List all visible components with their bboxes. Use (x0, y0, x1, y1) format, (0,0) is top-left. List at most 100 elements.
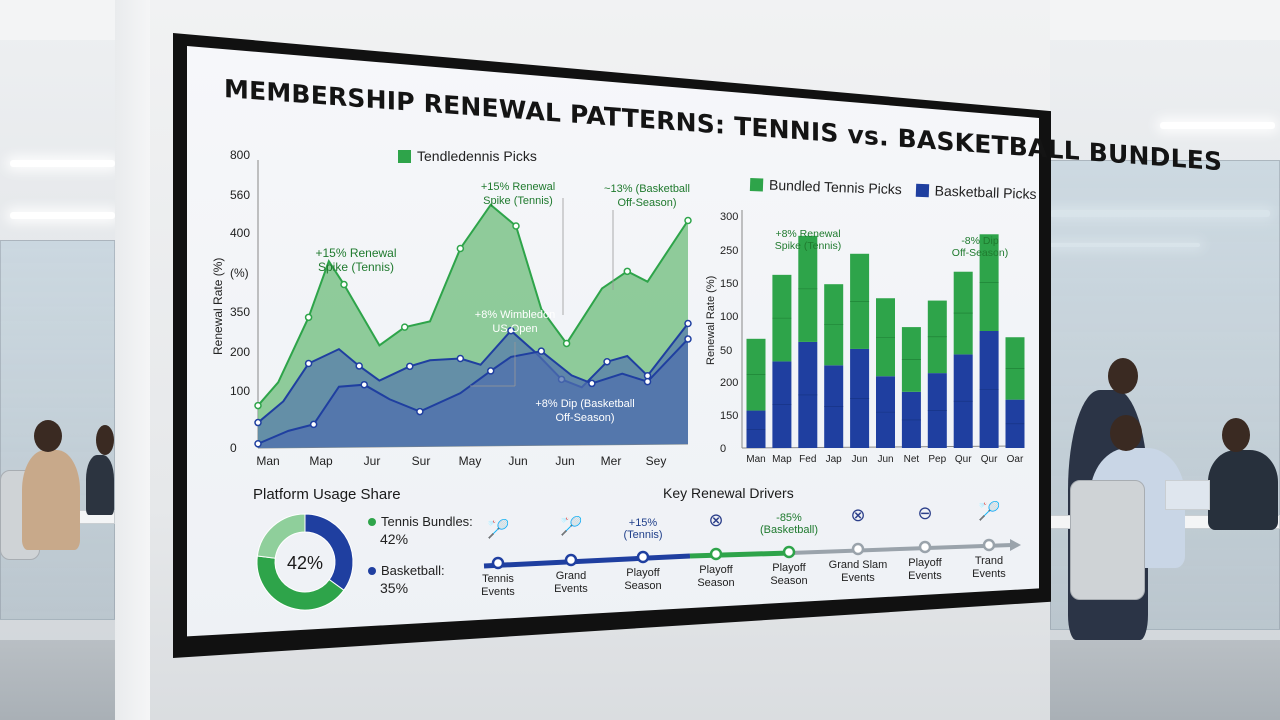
annotation-label: -8% Dip (961, 235, 999, 247)
donut-legend-label: Basketball: (381, 563, 445, 578)
timeline-bottom-label: Grand Slam Events (828, 559, 888, 584)
data-point (684, 335, 692, 343)
y-tick-label: 200 (720, 377, 738, 389)
timeline-node (491, 556, 505, 570)
annotation-label: +8% Renewal (775, 228, 840, 240)
data-point (254, 440, 262, 448)
timeline-bottom-label: Grand Events (554, 570, 588, 595)
annotation-label: Spike (Tennis) (775, 240, 842, 252)
basketball-icon: ⊗ (850, 505, 866, 525)
annotation-label: +8% Wimbledon (475, 309, 555, 321)
timeline-node (709, 547, 723, 561)
data-point (623, 267, 632, 276)
timeline-segment-green (689, 550, 791, 559)
timeline-top-label: -85% (Basketball) (759, 512, 819, 536)
timeline-node (918, 540, 932, 554)
x-tick-label: Jun (555, 454, 574, 468)
ceiling-light (1160, 122, 1275, 129)
x-tick-label: Sey (646, 454, 667, 468)
data-point (562, 339, 571, 348)
y-tick-label: 300 (720, 211, 738, 223)
timeline-bottom-label: Playoff Season (697, 564, 735, 589)
x-tick-label: Sur (412, 454, 431, 468)
data-point (406, 362, 414, 371)
x-tick-label: Man (256, 454, 279, 468)
timeline-bottom-label: Trand Events (972, 555, 1006, 580)
laptop (1165, 480, 1210, 510)
data-point (456, 354, 465, 363)
area-fill-basketball (258, 339, 688, 448)
tennis-racket-icon: 🏸 (978, 501, 1001, 521)
annotation-label: Off-Season) (555, 412, 614, 424)
x-tick-label: Man (746, 454, 765, 465)
ceiling-light (10, 212, 115, 219)
annotation-label: ~13% (Basketball (604, 183, 690, 195)
x-tick-label: Jun (877, 454, 893, 465)
y-tick-label: 400 (230, 226, 250, 240)
timeline-segment-gray (789, 543, 1013, 555)
y-tick-label: (%) (230, 266, 249, 280)
ceiling-light (10, 160, 115, 167)
y-tick-label: 0 (230, 441, 237, 455)
x-tick-label: Net (904, 454, 920, 465)
y-tick-label: 150 (720, 410, 738, 422)
timeline-bottom-label: Tennis Events (481, 573, 515, 598)
x-tick-label: Qur (981, 454, 998, 465)
office-chair (1070, 480, 1145, 600)
drivers-title: Key Renewal Drivers (663, 485, 794, 501)
data-point (684, 216, 692, 225)
data-point (512, 222, 520, 230)
x-tick-label: Map (772, 454, 792, 465)
x-tick-label: Oar (1007, 454, 1024, 465)
y-axis-title: Renewal Rate (%) (705, 276, 717, 365)
legend-dot (368, 518, 376, 526)
y-tick-label: 800 (230, 148, 250, 162)
x-tick-label: Qur (955, 454, 972, 465)
y-tick-label: 350 (230, 305, 250, 319)
data-point (355, 362, 363, 370)
data-point (588, 379, 596, 388)
person (22, 450, 80, 550)
basketball-icon: ⊗ (708, 510, 724, 530)
donut-value-tennis: 42% (380, 531, 409, 547)
donut-value-basketball: 35% (380, 580, 409, 596)
timeline-top-label: +15% (Tennis) (623, 517, 663, 541)
timeline-node (782, 545, 796, 559)
timeline-node (851, 542, 865, 556)
y-tick-label: 560 (230, 188, 250, 202)
legend-dot (368, 567, 376, 575)
data-point (304, 313, 313, 322)
person-head (1110, 415, 1142, 451)
data-point (603, 357, 611, 366)
annotation-label: +8% Dip (Basketball (535, 398, 634, 410)
data-point (360, 380, 368, 389)
data-point (254, 401, 262, 410)
x-tick-label: Jur (364, 454, 381, 468)
data-point (684, 319, 692, 328)
usage-share-title: Platform Usage Share (253, 486, 401, 503)
data-point (456, 244, 465, 253)
y-tick-label: 50 (720, 345, 732, 357)
person-head (1108, 358, 1138, 394)
timeline-node (982, 538, 996, 552)
tennis-racket-icon: 🏸 (560, 516, 583, 536)
timeline-bottom-label: Playoff Season (624, 567, 662, 592)
timeline-node (564, 553, 578, 567)
y-tick-label: 200 (230, 345, 250, 359)
x-tick-label: May (459, 454, 482, 468)
legend-label: Tendledennis Picks (417, 148, 537, 164)
area-chart-legend: Tendledennis Picks (398, 148, 537, 164)
donut-slice (256, 513, 306, 559)
donut-center-label: 42% (287, 553, 323, 573)
x-tick-label: Mer (601, 454, 622, 468)
annotation-label: +15% Renewal (315, 246, 396, 260)
data-point (309, 420, 318, 429)
tennis-ball-icon: ⊖ (917, 503, 933, 523)
donut-legend-tennis: Tennis Bundles: (368, 514, 473, 529)
legend-swatch-green (398, 150, 411, 163)
ceiling-light (1050, 243, 1200, 247)
timeline-node (636, 550, 650, 564)
data-point (340, 280, 348, 289)
